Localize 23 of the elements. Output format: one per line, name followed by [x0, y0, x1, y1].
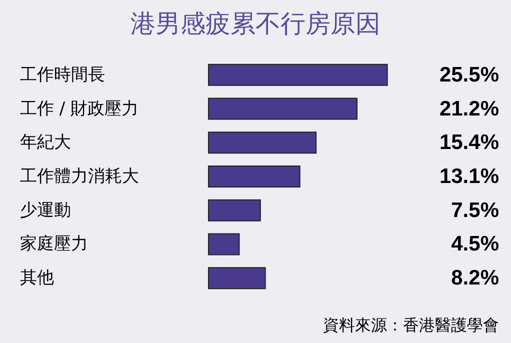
y-tick-label: 少運動 [20, 200, 71, 220]
y-tick-label: 其他 [20, 268, 54, 288]
data-label: 4.5% [451, 232, 500, 256]
bar [208, 132, 317, 154]
y-tick-label: 家庭壓力 [20, 234, 88, 254]
source-note: 資料來源：香港醫護學會 [323, 316, 499, 334]
bar [208, 199, 261, 222]
data-label: 13.1% [439, 165, 500, 188]
y-tick-label: 工作 / 財政壓力 [20, 98, 139, 119]
bar [208, 267, 266, 290]
data-label: 25.5% [439, 63, 500, 86]
chart-title: 港男感疲累不行房原因 [130, 9, 380, 38]
y-tick-label: 工作時間長 [20, 64, 105, 85]
bar [208, 98, 358, 120]
bar [208, 64, 388, 86]
data-label: 21.2% [439, 97, 500, 120]
data-label: 8.2% [451, 266, 500, 290]
y-tick-label: 工作體力消耗大 [20, 166, 139, 186]
data-label: 15.4% [439, 131, 500, 154]
bar [208, 166, 300, 188]
bar [208, 233, 240, 256]
y-tick-label: 年紀大 [20, 132, 71, 153]
data-label: 7.5% [451, 198, 500, 222]
